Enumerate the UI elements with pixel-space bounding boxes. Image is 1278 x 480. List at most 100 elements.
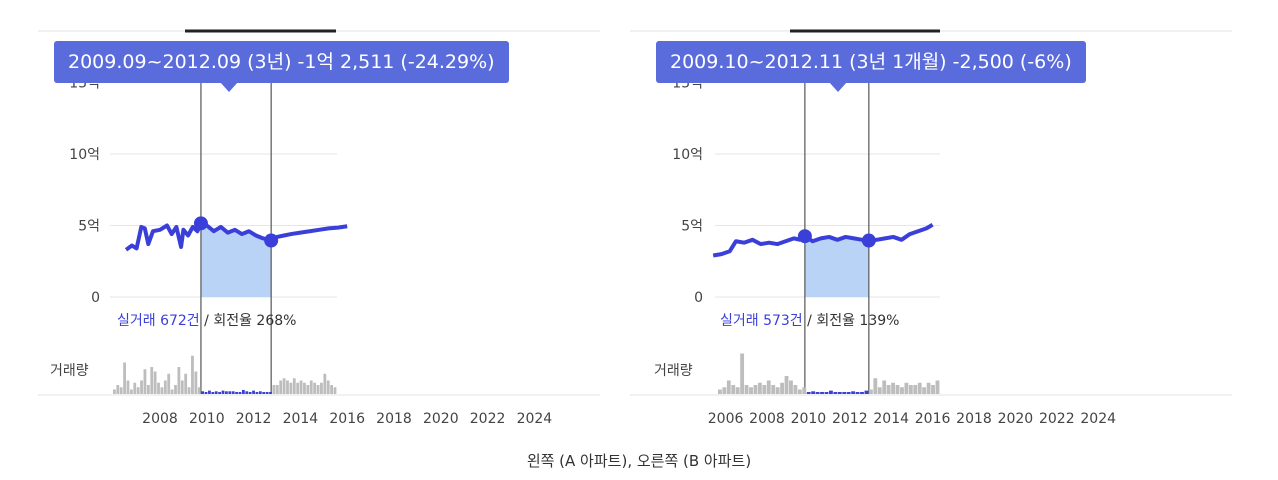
volume-bar [735,387,740,394]
volume-bar [306,385,310,394]
volume-bar [119,387,123,394]
volume-bar [235,391,238,394]
volume-bar [877,387,882,394]
x-tick-label: 2014 [283,411,319,427]
volume-bar [806,392,811,394]
volume-bar [262,392,266,394]
volume-bar [860,391,864,394]
volume-bar [136,387,140,394]
volume-bar [330,385,334,394]
volume-bar [221,390,225,394]
transaction-stats: 실거래 573건 / 회전율 139% [720,313,899,329]
volume-bar [802,387,807,394]
volume-bar [252,390,255,394]
volume-bar [829,390,833,394]
volume-bar [775,387,780,394]
volume-bar [191,355,194,394]
volume-bar [258,391,262,394]
price-line [124,221,348,252]
volume-bar [241,389,245,394]
selection-start-point [797,229,812,244]
volume-bar [197,387,201,394]
volume-bar [851,391,856,394]
selection-area [804,236,869,297]
volume-bar [333,387,337,394]
tooltip-a-caret [220,82,238,92]
volume-bar [931,385,935,394]
x-tick-label: 2014 [873,411,909,427]
volume-bar [245,391,249,394]
volume-bar [238,391,242,394]
volume-bar [913,385,918,394]
volume-bar [184,373,188,394]
tooltip-b: 2009.10~2012.11 (3년 1개월) -2,500 (-6%) [656,41,1086,83]
volume-bar [174,385,177,394]
x-tick-label: 2018 [956,411,992,427]
x-tick-label: 2008 [142,411,178,427]
volume-bar [129,389,133,394]
x-tick-label: 2020 [423,411,459,427]
volume-bar [855,392,860,394]
volume-bar [133,382,137,394]
volume-bar [846,392,851,394]
stats-turnover: / 회전율 139% [803,313,900,329]
x-tick-label: 2010 [189,411,225,427]
volume-bar [815,392,820,394]
y-tick-label: 10억 [672,147,703,163]
volume-bar [718,389,722,394]
volume-bar [272,385,276,394]
x-tick-label: 2016 [915,411,951,427]
volume-bar [824,392,829,394]
x-tick-label: 2024 [517,411,553,427]
x-tick-label: 2012 [236,411,272,427]
volume-bar [231,391,235,394]
y-tick-label: 10억 [69,147,100,163]
volume-bar [194,371,198,394]
volume-bar [157,382,160,394]
volume-bar [323,373,327,394]
volume-bar [820,391,824,394]
y-tick-label: 0 [91,290,100,306]
volume-bar [140,380,143,394]
volume-bar [753,385,758,394]
volume-bar [922,387,927,394]
volume-bar [886,385,891,394]
volume-bar [749,387,753,394]
volume-bar [113,389,116,394]
volume-bar [269,391,272,394]
volume-bar [731,385,736,394]
volume-bar [289,382,293,394]
volume-bar [201,391,205,394]
volume-bar [780,382,784,394]
volume-bar [180,380,184,394]
volume-bar [255,391,259,394]
volume-bar [214,391,218,394]
volume-bar [275,385,279,394]
x-tick-label: 2022 [470,411,506,427]
volume-bar [891,382,895,394]
volume-bar [279,380,283,394]
y-tick-label: 0 [694,290,703,306]
volume-bar [208,390,211,394]
volume-bar [926,382,931,394]
volume-bar [784,376,789,394]
volume-bar [296,382,300,394]
y-tick-label: 5억 [78,219,100,235]
volume-bar [204,391,208,394]
x-tick-label: 2012 [832,411,868,427]
volume-bar [326,380,330,394]
x-tick-label: 2016 [329,411,365,427]
x-tick-label: 2020 [998,411,1034,427]
volume-bar [187,387,191,394]
volume-bar [744,385,749,394]
volume-bar [316,385,320,394]
volume-bar [766,380,771,394]
volume-bar [123,362,126,394]
x-tick-label: 2018 [376,411,412,427]
transaction-stats: 실거래 672건 / 회전율 268% [117,313,296,329]
volume-label: 거래량 [654,363,693,379]
price-line [712,223,934,258]
volume-bar [153,371,157,394]
volume-bar [286,380,289,394]
volume-bar [904,382,909,394]
